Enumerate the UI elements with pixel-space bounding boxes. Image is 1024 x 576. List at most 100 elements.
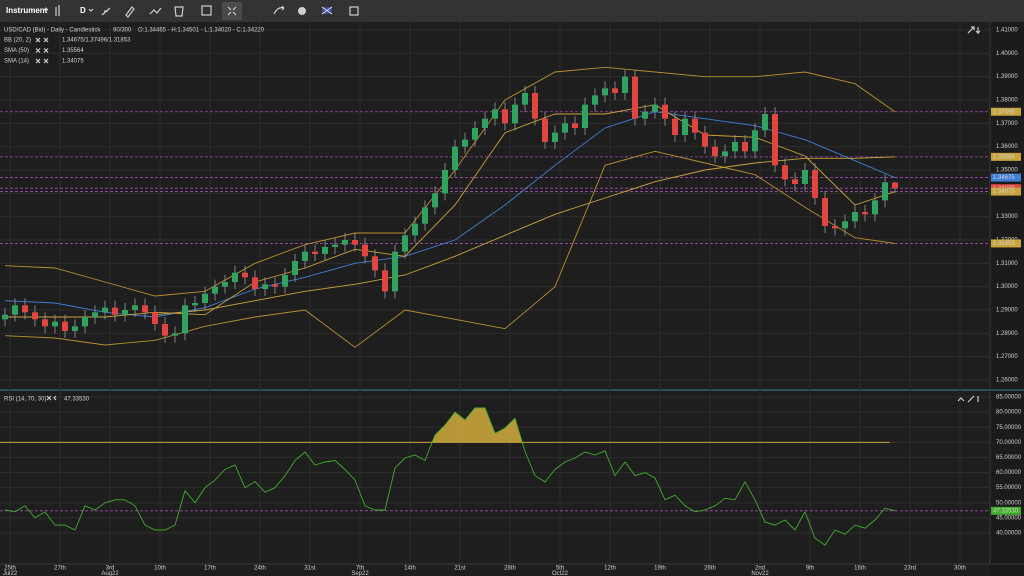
candle-body	[2, 314, 8, 320]
instrument-button[interactable]: Instrument	[6, 6, 48, 15]
time-tick-label: 5th	[556, 566, 564, 572]
rsi-controls[interactable]	[46, 395, 57, 401]
candle-body	[132, 305, 138, 310]
price-tick-label: 1.35000	[996, 168, 1018, 174]
candle-body	[362, 244, 368, 257]
price-tick-label: 1.30000	[996, 284, 1018, 290]
language-button[interactable]	[321, 6, 333, 15]
draw-button[interactable]	[101, 7, 111, 16]
candle-body	[182, 305, 188, 334]
delete-button[interactable]	[174, 6, 184, 17]
candle-body	[832, 226, 838, 229]
candle-body	[552, 132, 558, 142]
toolbar: Instrument D	[0, 0, 1024, 22]
maximize-icon[interactable]	[967, 26, 981, 35]
rsi-overbought-fill	[5, 407, 895, 443]
legend: BB (20, 2) 1.34675/1.37496/1.31853 SMA (50…	[4, 37, 131, 65]
price-tick-label: 1.31000	[996, 261, 1018, 267]
bar-count: 90/300	[113, 28, 132, 34]
candle-body	[642, 111, 648, 119]
crosshair-button[interactable]	[222, 2, 242, 20]
candle-body	[262, 284, 268, 289]
legend-controls[interactable]	[35, 48, 49, 53]
time-month-label: Aug22	[101, 571, 119, 576]
popout-button[interactable]	[349, 6, 359, 16]
icon	[349, 6, 359, 16]
candle-body	[352, 240, 358, 245]
candle-body	[622, 76, 628, 93]
legend-name: SMA (50)	[4, 48, 29, 54]
candle-body	[742, 142, 748, 152]
time-tick-label: 14th	[404, 566, 416, 572]
price-marker-label: 1.31853	[993, 241, 1015, 247]
price-marker-label: 1.37496	[993, 109, 1015, 115]
candle-body	[772, 114, 778, 166]
candle-body	[722, 151, 728, 156]
legend-value: 1.34075	[62, 59, 84, 65]
indicator-line	[4, 150, 896, 348]
candle-body	[862, 212, 868, 215]
share-button[interactable]	[273, 5, 285, 15]
legend-controls[interactable]	[35, 37, 49, 43]
candle-body	[292, 261, 298, 275]
time-tick-label: 12th	[604, 566, 616, 572]
legend-name: SMA (14)	[4, 59, 29, 65]
candle-body	[152, 312, 158, 324]
time-tick-label: 2nd	[755, 566, 765, 572]
candle-body	[462, 139, 468, 147]
price-marker-box	[991, 187, 1021, 196]
legend-value: 1.35564	[62, 48, 84, 54]
candle-body	[582, 104, 588, 128]
chart-header: USD/CAD (Bid) - Daily - Candlestick	[4, 28, 101, 34]
rsi-tick-label: 55.00000	[996, 485, 1022, 491]
candle-body	[822, 198, 828, 226]
rsi-value: 47.33530	[64, 397, 90, 403]
candle-body	[52, 321, 58, 327]
price-marker-box	[991, 239, 1021, 248]
chart-type-button[interactable]	[55, 5, 60, 16]
candle-body	[882, 182, 888, 201]
time-tick-label: 16th	[854, 566, 866, 572]
legend-controls[interactable]	[35, 58, 49, 64]
theme-button[interactable]	[298, 7, 306, 15]
candle-body	[472, 128, 478, 140]
time-tick-label: 19th	[654, 566, 666, 572]
candle-body	[92, 312, 98, 317]
icon	[101, 7, 111, 16]
price-tick-label: 1.33000	[996, 214, 1018, 220]
candle-body	[802, 170, 808, 184]
candle-body	[102, 307, 108, 313]
indicator-button[interactable]	[149, 7, 162, 15]
layout-button[interactable]	[201, 5, 212, 16]
candle-body	[502, 109, 508, 124]
price-marker-box	[991, 173, 1021, 182]
candle-body	[422, 207, 428, 224]
candle-body	[212, 286, 218, 294]
candle-body	[142, 305, 148, 313]
candle-body	[652, 104, 658, 112]
rsi-marker-box	[991, 506, 1021, 515]
candle-body	[892, 182, 898, 189]
time-tick-label: 21st	[454, 566, 466, 572]
candle-body	[592, 95, 598, 105]
candle-body	[572, 123, 578, 128]
dropdown-caret	[88, 8, 94, 12]
flag-cross	[321, 6, 333, 15]
candle-body	[72, 326, 78, 331]
candle-body	[22, 305, 28, 313]
rsi-name: RSI (14, 70, 30)	[4, 397, 46, 403]
candle-body	[542, 118, 548, 142]
candle-body	[632, 76, 638, 119]
price-tick-label: 1.29000	[996, 308, 1018, 314]
price-marker-label: 1.35564	[993, 154, 1015, 160]
rsi-pane: 47.33530	[0, 407, 1021, 546]
rsi-pane-icons[interactable]	[957, 395, 979, 403]
timeframe-button[interactable]: D	[80, 6, 86, 15]
time-month-label: Oct22	[552, 571, 569, 576]
tools-button[interactable]	[125, 6, 135, 18]
candle-body	[482, 118, 488, 128]
price-tick-label: 1.40000	[996, 51, 1018, 57]
candle-body	[752, 130, 758, 152]
candle-body	[442, 170, 448, 194]
